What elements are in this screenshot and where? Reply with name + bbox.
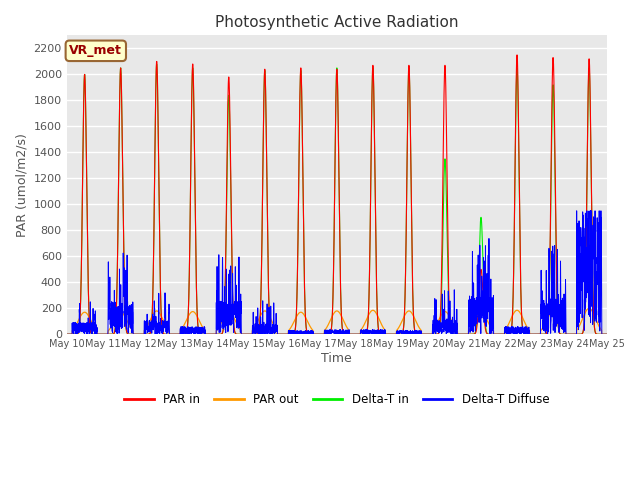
Y-axis label: PAR (umol/m2/s): PAR (umol/m2/s) (15, 133, 28, 237)
Legend: PAR in, PAR out, Delta-T in, Delta-T Diffuse: PAR in, PAR out, Delta-T in, Delta-T Dif… (120, 388, 554, 410)
Title: Photosynthetic Active Radiation: Photosynthetic Active Radiation (215, 15, 459, 30)
X-axis label: Time: Time (321, 352, 352, 365)
Text: VR_met: VR_met (69, 44, 122, 57)
